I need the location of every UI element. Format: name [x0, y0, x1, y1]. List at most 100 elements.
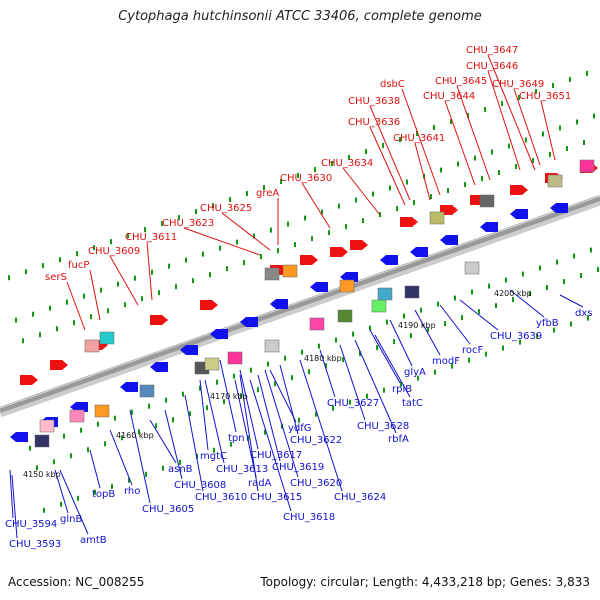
scale-label: 4170 kbp: [210, 392, 248, 401]
tick-mark: [42, 263, 44, 269]
tick-mark: [301, 349, 303, 355]
tick-mark: [230, 441, 232, 447]
reverse-gene-arrow: [480, 222, 498, 232]
forward-gene-label: CHU_3611: [125, 232, 177, 243]
tick-mark: [365, 149, 367, 155]
tick-mark: [382, 143, 384, 149]
tick-mark: [8, 275, 10, 281]
reverse-gene-arrow: [70, 402, 88, 412]
forward-leader-line: [301, 182, 331, 229]
tick-mark: [505, 277, 507, 283]
tick-mark: [474, 155, 476, 161]
tick-mark: [495, 303, 497, 309]
tick-mark: [525, 137, 527, 143]
gene-feature-box: [337, 309, 353, 323]
gene-feature-box: [264, 339, 280, 353]
gene-feature-box: [282, 264, 298, 278]
tick-mark: [161, 221, 163, 227]
tick-mark: [32, 311, 34, 317]
tick-mark: [246, 191, 248, 197]
gene-feature-box: [264, 267, 280, 281]
reverse-gene-arrow: [120, 382, 138, 392]
forward-gene-arrow: [20, 375, 38, 385]
reverse-gene-label: CHU_3605: [142, 504, 194, 515]
forward-leader-line: [369, 126, 406, 206]
tick-mark: [481, 176, 483, 182]
reverse-gene-label: CHU_3618: [283, 512, 335, 523]
tick-mark: [97, 421, 99, 427]
tick-mark: [39, 332, 41, 338]
tick-mark: [427, 327, 429, 333]
reverse-gene-label: rho: [124, 486, 140, 497]
tick-mark: [144, 227, 146, 233]
reverse-leader-line: [129, 409, 151, 504]
forward-gene-label: CHU_3625: [200, 203, 252, 214]
tick-mark: [502, 345, 504, 351]
reverse-gene-label: CHU_3593: [9, 539, 61, 550]
tick-mark: [60, 501, 62, 507]
tick-mark: [355, 197, 357, 203]
tick-mark: [59, 257, 61, 263]
tick-mark: [243, 260, 245, 266]
tick-mark: [209, 272, 211, 278]
tick-mark: [287, 221, 289, 227]
tick-mark: [362, 218, 364, 224]
tick-mark: [440, 167, 442, 173]
tick-mark: [43, 507, 45, 513]
tick-mark: [311, 236, 313, 242]
reverse-leader-line: [279, 364, 299, 435]
tick-mark: [56, 326, 58, 332]
tick-mark: [383, 387, 385, 393]
reverse-leader-line: [54, 469, 69, 514]
forward-leader-line: [401, 88, 441, 196]
tick-mark: [267, 361, 269, 367]
tick-mark: [195, 209, 197, 215]
reverse-gene-label: CHU_3639: [490, 331, 542, 342]
reverse-leader-line: [439, 304, 471, 345]
reverse-gene-arrow: [340, 272, 358, 282]
reverse-leader-line: [389, 319, 413, 367]
tick-mark: [539, 265, 541, 271]
tick-mark: [138, 429, 140, 435]
reverse-gene-label: CHU_3619: [272, 462, 324, 473]
tick-mark: [451, 363, 453, 369]
forward-leader-line: [109, 255, 139, 306]
tick-mark: [233, 373, 235, 379]
tick-mark: [212, 203, 214, 209]
tick-mark: [110, 239, 112, 245]
tick-mark: [291, 375, 293, 381]
tick-mark: [352, 331, 354, 337]
gene-feature-box: [309, 317, 325, 331]
reverse-gene-arrow: [270, 299, 288, 309]
tick-mark: [522, 271, 524, 277]
tick-mark: [532, 158, 534, 164]
reverse-leader-line: [11, 474, 18, 539]
tick-mark: [501, 100, 503, 106]
reverse-gene-label: CHU_3622: [290, 435, 342, 446]
tick-mark: [127, 233, 129, 239]
reverse-gene-label: CHU_3624: [334, 492, 386, 503]
tick-mark: [437, 301, 439, 307]
reverse-leader-line: [9, 469, 14, 519]
reverse-gene-label: CHU_3627: [327, 398, 379, 409]
forward-gene-label: CHU_3649: [492, 79, 544, 90]
tick-mark: [566, 146, 568, 152]
reverse-gene-arrow: [550, 203, 568, 213]
tick-mark: [471, 289, 473, 295]
tick-mark: [393, 339, 395, 345]
backbone-highlight: [0, 195, 600, 409]
tick-mark: [277, 248, 279, 254]
reverse-gene-label: CHU_3628: [357, 421, 409, 432]
tick-mark: [342, 357, 344, 363]
gene-feature-box: [479, 194, 495, 208]
tick-mark: [508, 143, 510, 149]
forward-gene-arrow: [300, 255, 318, 265]
tick-mark: [148, 403, 150, 409]
tick-mark: [389, 185, 391, 191]
tick-mark: [213, 447, 215, 453]
tick-mark: [117, 281, 119, 287]
forward-gene-label: CHU_3641: [393, 133, 445, 144]
tick-mark: [36, 465, 38, 471]
reverse-gene-arrow: [210, 329, 228, 339]
